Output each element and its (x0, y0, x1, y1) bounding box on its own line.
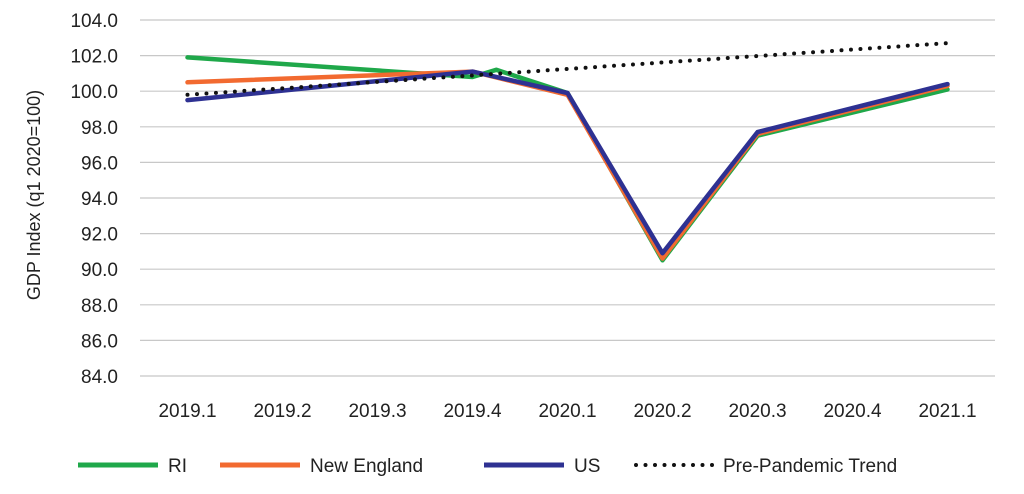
x-tick-label: 2020.3 (728, 401, 786, 422)
x-tick-label: 2019.1 (158, 401, 216, 422)
x-tick-label: 2019.3 (348, 401, 406, 422)
y-tick-label: 104.0 (70, 11, 118, 32)
series-lines (185, 41, 950, 263)
x-tick-label: 2019.2 (253, 401, 311, 422)
legend-label-us: US (574, 456, 600, 477)
legend-label-ri: RI (168, 456, 187, 477)
y-tick-label: 100.0 (70, 82, 118, 103)
y-tick-labels: 84.0 86.0 88.0 90.0 92.0 94.0 96.0 98.0 100.0 102… (70, 11, 118, 388)
x-tick-label: 2021.1 (918, 401, 976, 422)
x-tick-label: 2020.4 (823, 401, 882, 422)
x-tick-label: 2020.2 (633, 401, 691, 422)
y-tick-label: 88.0 (81, 296, 118, 317)
y-tick-label: 90.0 (81, 260, 118, 281)
gridlines (140, 19, 995, 377)
y-tick-label: 98.0 (81, 118, 118, 139)
y-tick-label: 84.0 (81, 367, 118, 388)
series-line-pre-pandemic-trend (185, 41, 950, 97)
y-tick-label: 94.0 (81, 189, 118, 210)
x-tick-labels: 2019.1 2019.2 2019.3 2019.4 2020.1 2020.2 2020… (158, 401, 976, 422)
y-tick-label: 96.0 (81, 153, 118, 174)
legend-label-new-england: New England (310, 456, 423, 477)
x-tick-label: 2020.1 (538, 401, 596, 422)
series-line-us (185, 69, 950, 256)
y-tick-label: 102.0 (70, 47, 118, 68)
legend: RI New England US Pre-Pandemic Trend (78, 456, 897, 477)
y-tick-label: 86.0 (81, 331, 118, 352)
y-tick-label: 92.0 (81, 225, 118, 246)
series-line-new-england (185, 69, 950, 261)
y-axis-title: GDP Index (q1 2020=100) (24, 90, 44, 300)
x-tick-label: 2019.4 (443, 401, 502, 422)
legend-label-pre-pandemic-trend: Pre-Pandemic Trend (723, 456, 897, 477)
